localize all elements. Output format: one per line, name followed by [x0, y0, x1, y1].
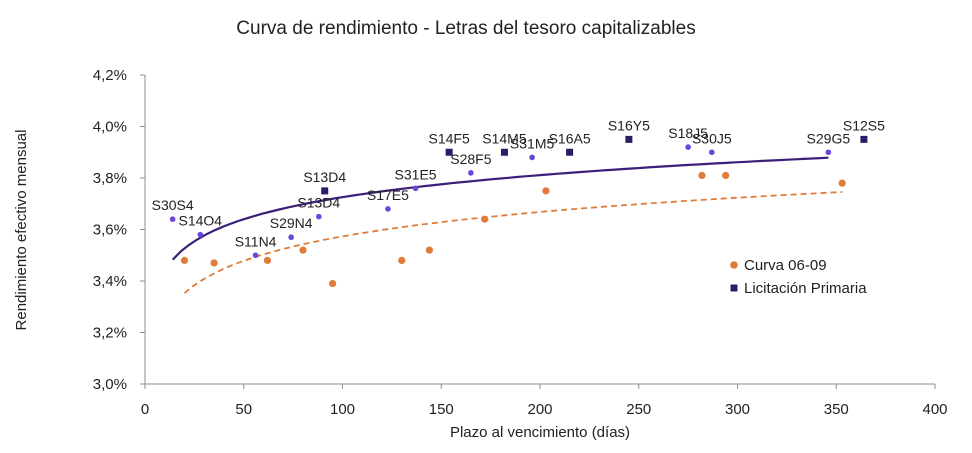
x-tick-label: 300: [725, 401, 750, 418]
data-point-small: [685, 144, 691, 150]
data-label: S18J5: [668, 125, 708, 141]
legend: Curva 06-09 Licitación Primaria: [730, 257, 867, 297]
data-point-square: [500, 148, 508, 156]
x-tick-label: 350: [824, 401, 849, 418]
x-tick-label: 0: [141, 401, 149, 418]
x-tick-label: 200: [527, 401, 552, 418]
data-label: S13D4: [303, 169, 346, 185]
data-point-small: [288, 234, 294, 241]
data-point-square: [860, 135, 868, 143]
y-tick-label: 3,6%: [93, 222, 127, 239]
x-tick-label: 250: [626, 401, 651, 418]
y-tick-label: 4,2%: [93, 67, 127, 84]
data-point-square: [445, 148, 453, 156]
trendline-curva-0609: [183, 191, 843, 294]
data-point-small: [825, 149, 832, 156]
legend-marker-curva: [730, 261, 738, 269]
trendline-secondary: [171, 156, 829, 261]
x-tick-label: 50: [235, 401, 252, 418]
data-label: S11N4: [235, 233, 277, 249]
data-label: S31M5: [510, 135, 555, 151]
y-tick-label: 4,0%: [93, 119, 127, 136]
y-tick-label: 3,0%: [93, 376, 127, 393]
data-point-circle: [838, 179, 846, 187]
data-point-circle: [398, 256, 406, 264]
data-label: S17E5: [367, 187, 409, 203]
y-tick-label: 3,2%: [93, 325, 127, 342]
data-label: S30S4: [152, 197, 194, 213]
data-label: S28F5: [450, 151, 491, 167]
chart-title: Curva de rendimiento - Letras del tesoro…: [236, 18, 695, 39]
x-tick-label: 400: [922, 401, 947, 418]
data-point-circle: [481, 215, 489, 223]
data-label: S31E5: [395, 166, 437, 182]
data-point-small: [529, 154, 535, 161]
data-point-circle: [180, 256, 189, 264]
data-label: S14M5: [482, 130, 527, 146]
data-point-small: [252, 252, 259, 259]
data-point-square: [625, 135, 633, 143]
data-point-small: [412, 185, 419, 192]
data-point-circle: [263, 256, 272, 264]
legend-label-licitacion: Licitación Primaria: [744, 280, 867, 297]
data-point-small: [468, 170, 474, 176]
data-point-circle: [722, 171, 730, 180]
y-tick-label: 3,4%: [93, 273, 127, 290]
y-axis-title: Rendimiento efectivo mensual: [13, 130, 30, 331]
axes-layer: 0 50 100 150 200 250 300 350 400 3,0% 3,2% 3,4% 3,6%…: [93, 67, 948, 418]
data-label: S13D4: [297, 195, 340, 211]
data-point-small: [385, 206, 391, 212]
data-point-square: [321, 187, 329, 195]
data-point-small: [709, 149, 715, 156]
data-label: S12S5: [843, 117, 885, 133]
data-point-circle: [542, 187, 550, 195]
x-tick-label: 150: [429, 401, 454, 418]
data-point-circle: [329, 279, 337, 288]
points-layer: [169, 135, 868, 288]
legend-marker-licitacion: [730, 284, 738, 292]
y-tick-label: 3,8%: [93, 170, 127, 187]
data-label: S29G5: [807, 130, 851, 146]
data-label: S14O4: [179, 213, 223, 229]
data-point-square: [566, 148, 574, 156]
data-point-circle: [698, 171, 706, 180]
x-tick-label: 100: [330, 401, 355, 418]
data-point-circle: [425, 246, 433, 254]
data-label: S29N4: [270, 215, 313, 231]
data-label: S30J5: [692, 130, 732, 146]
x-axis-title: Plazo al vencimiento (días): [450, 424, 630, 441]
data-point-small: [197, 231, 204, 238]
trendlines-layer: [171, 156, 843, 294]
data-point-small: [316, 213, 322, 220]
data-label: S16Y5: [608, 117, 650, 133]
data-point-small: [169, 216, 176, 222]
data-label: S16A5: [549, 130, 591, 146]
data-point-circle: [299, 246, 307, 254]
data-point-circle: [210, 259, 218, 267]
legend-label-curva: Curva 06-09: [744, 257, 827, 274]
data-label: S14F5: [429, 130, 470, 146]
